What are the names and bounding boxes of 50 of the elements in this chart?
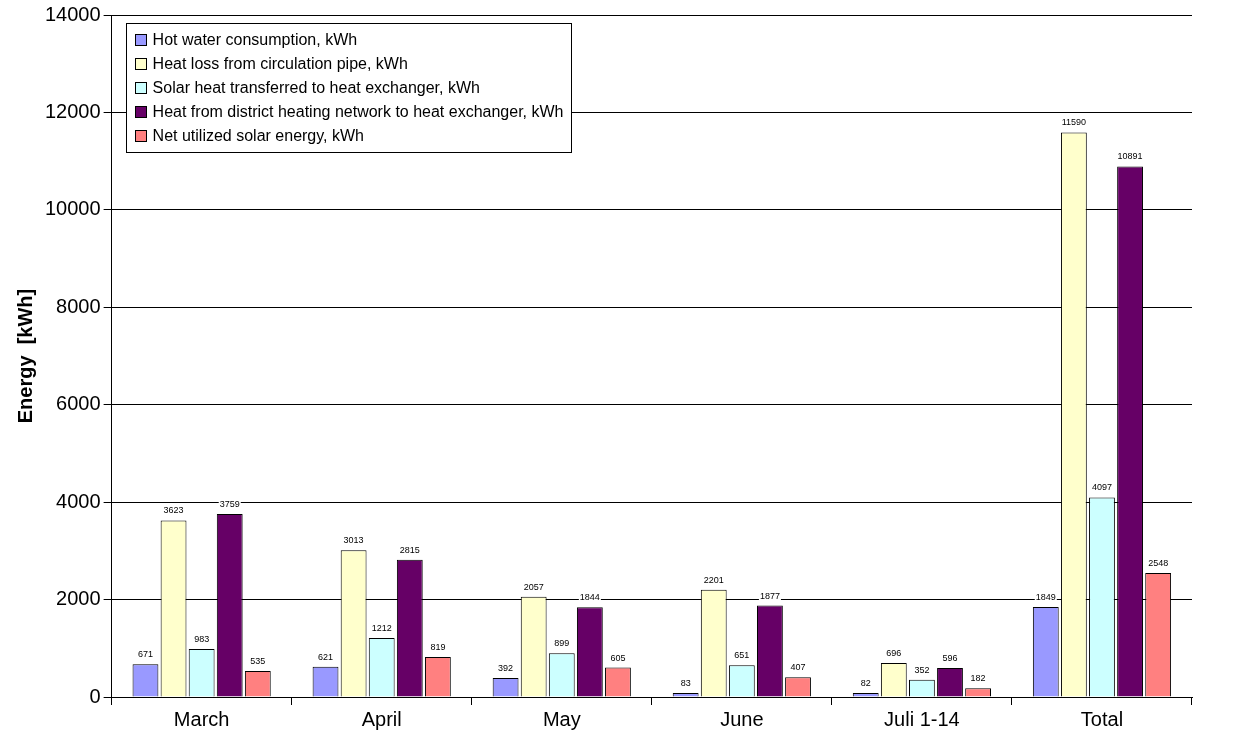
data-label: 671 [137,649,153,660]
data-label: 605 [610,652,626,663]
x-tick-label: June [720,707,764,730]
data-label: 82 [860,677,871,688]
data-label: 2815 [399,544,420,555]
data-label: 696 [886,648,902,659]
data-label: 1877 [759,590,780,601]
y-tick-label: 4000 [56,489,101,512]
data-label: 819 [430,642,446,653]
legend-label: Heat from district heating network to heat exchanger, kWh [152,102,564,122]
data-label: 596 [942,652,958,663]
data-label: 2548 [1148,557,1169,568]
x-tick-label: Total [1080,707,1124,730]
data-label: 983 [194,634,210,645]
y-tick-label: 0 [89,684,101,707]
data-label: 352 [914,664,930,675]
y-tick-label: 8000 [56,294,101,317]
data-label: 1212 [371,622,392,633]
y-tick-label: 6000 [56,392,101,415]
data-label: 83 [680,677,691,688]
x-tick-label: March [173,707,230,730]
legend-label: Net utilized solar energy, kWh [152,126,364,146]
data-label: 407 [790,662,806,673]
y-tick-label: 10000 [44,197,101,220]
data-label: 651 [734,650,750,661]
data-label: 11590 [1061,117,1087,128]
data-label: 1849 [1035,591,1056,602]
data-label: 10891 [1117,151,1143,162]
legend-label: Solar heat transferred to heat exchanger, kWh [152,78,480,98]
data-label: 2057 [523,581,544,592]
data-label: 535 [250,655,266,666]
data-label: 3623 [163,505,184,516]
data-label: 1844 [579,592,600,603]
data-label: 4097 [1091,482,1112,493]
data-label: 3013 [343,535,364,546]
data-label: 3759 [219,498,240,509]
y-axis-title: Energy [kWh] [13,288,36,424]
y-tick-label: 2000 [56,587,101,610]
legend-label: Hot water consumption, kWh [152,30,358,50]
x-tick-label: April [361,707,402,730]
x-tick-label: Juli 1-14 [884,707,960,730]
data-label: 621 [318,651,334,662]
data-label: 899 [554,638,570,649]
data-label: 182 [970,673,986,684]
data-label: 2201 [703,574,724,585]
data-label: 392 [498,662,514,673]
y-tick-label: 12000 [44,99,101,122]
y-tick-label: 14000 [44,2,101,25]
legend-label: Heat loss from circulation pipe, kWh [152,54,408,74]
x-tick-label: May [542,707,581,730]
